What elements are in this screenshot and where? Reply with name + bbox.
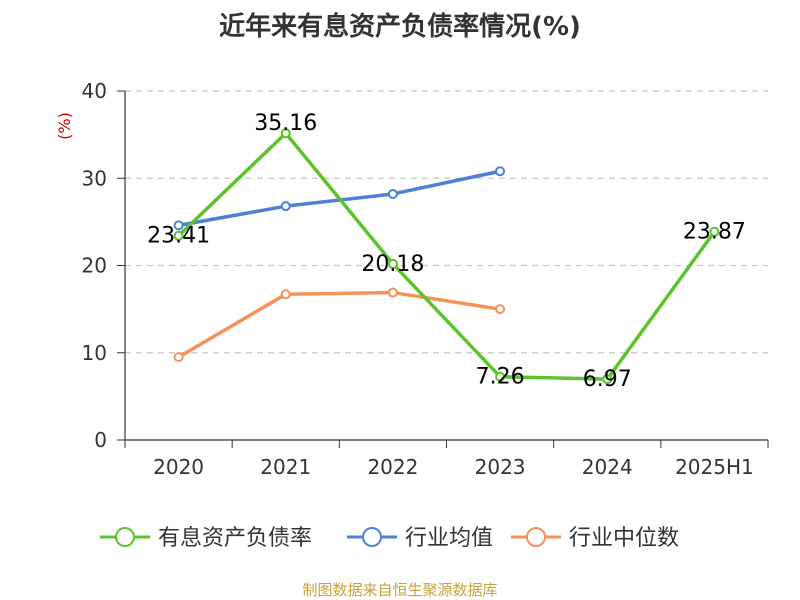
series-group xyxy=(173,128,720,385)
x-tick-label: 2024 xyxy=(582,455,633,479)
data-point xyxy=(495,371,506,382)
legend-swatch-marker xyxy=(115,527,135,547)
x-tick-label: 2023 xyxy=(475,455,526,479)
legend-label: 有息资产负债率 xyxy=(158,526,312,551)
data-point xyxy=(280,289,291,300)
data-point xyxy=(173,352,184,363)
data-point xyxy=(280,128,291,139)
data-point xyxy=(280,201,291,212)
data-label: 23.87 xyxy=(683,220,746,245)
legend-swatch-marker xyxy=(526,527,546,547)
data-point xyxy=(173,230,184,241)
x-tick-label: 2022 xyxy=(367,455,418,479)
data-label: 23.41 xyxy=(147,224,210,249)
data-point xyxy=(387,287,398,298)
axes: 0 10 20 30 40 (%) 2020 2021 2022 2023 2024 2025H1 xyxy=(55,79,769,479)
data-point xyxy=(602,374,613,385)
data-label: 35.16 xyxy=(254,111,317,136)
y-tick-label: 20 xyxy=(82,254,107,278)
y-axis-label: (%) xyxy=(55,112,74,140)
legend: 有息资产负债率 行业均值 行业中位数 xyxy=(100,526,679,551)
data-point xyxy=(495,166,506,177)
y-tick-label: 0 xyxy=(94,428,107,452)
x-tick-label: 2020 xyxy=(153,455,204,479)
series-line xyxy=(177,290,501,359)
y-tick-label: 10 xyxy=(82,341,107,365)
data-point xyxy=(495,304,506,315)
y-tick-label: 30 xyxy=(82,166,107,190)
y-tick-label: 40 xyxy=(82,79,107,103)
legend-label: 行业中位数 xyxy=(569,526,679,551)
x-tick-label: 2025H1 xyxy=(675,455,754,479)
data-point xyxy=(387,258,398,269)
data-labels: 23.41 35.16 20.18 7.26 6.97 23.87 xyxy=(147,111,746,392)
data-label: 20.18 xyxy=(361,252,424,277)
chart-title: 近年来有息资产负债率情况(%) xyxy=(219,12,581,42)
legend-label: 行业均值 xyxy=(405,526,493,551)
series-line xyxy=(177,131,716,381)
data-point xyxy=(173,220,184,231)
data-label: 7.26 xyxy=(476,365,525,390)
grid-lines xyxy=(125,90,768,354)
source-note: 制图数据来自恒生聚源数据库 xyxy=(302,581,498,599)
data-point xyxy=(387,188,398,199)
data-point xyxy=(709,226,720,237)
data-label: 6.97 xyxy=(583,367,632,392)
x-tick-label: 2021 xyxy=(260,455,311,479)
legend-swatch-marker xyxy=(362,527,382,547)
